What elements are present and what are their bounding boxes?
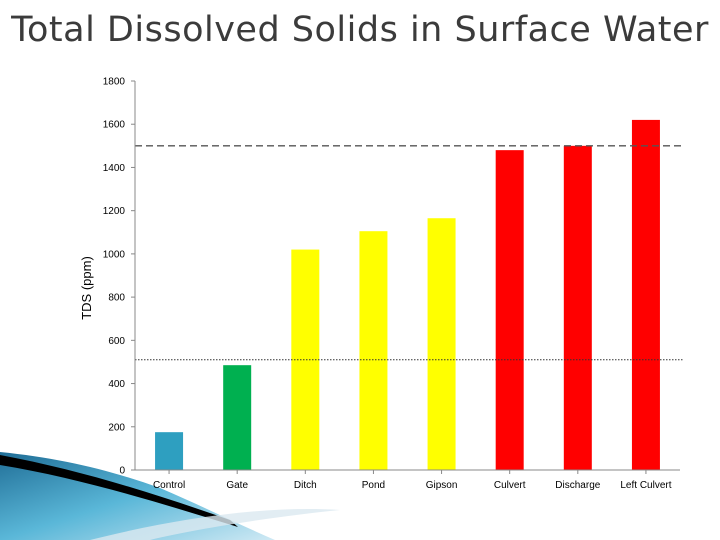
y-tick-label: 1600 (103, 120, 126, 131)
y-axis-title: TDS (ppm) (79, 256, 94, 320)
y-tick-label: 1000 (103, 249, 126, 260)
bar-control (155, 432, 184, 470)
y-tick-label: 800 (108, 293, 125, 304)
bar-left-culvert (631, 119, 660, 471)
x-category-label: Culvert (494, 480, 526, 491)
bar-gipson (427, 218, 456, 470)
bar-culvert (495, 150, 524, 470)
y-axis-ticks: 0 200 400 600 800 1000 1200 1400 1600 1800 (103, 77, 135, 477)
y-tick-label: 200 (108, 422, 125, 433)
bars (155, 119, 660, 471)
bar-pond (359, 231, 388, 470)
x-category-label: Control (153, 480, 185, 491)
y-tick-label: 600 (108, 336, 125, 347)
x-category-label: Pond (362, 480, 385, 491)
x-category-label: Gipson (426, 480, 458, 491)
x-category-label: Left Culvert (620, 480, 671, 491)
x-axis-labels: Control Gate Ditch Pond Gipson Culvert Dischar… (153, 470, 672, 491)
slide-title: Total Dissolved Solids in Surface Water (11, 10, 709, 50)
bar-ditch (291, 249, 320, 470)
y-tick-label: 0 (119, 466, 125, 477)
bar-gate (223, 365, 252, 470)
reference-lines (135, 145, 684, 361)
y-tick-label: 1800 (103, 77, 126, 88)
bar-discharge (563, 145, 592, 471)
x-category-label: Discharge (555, 480, 600, 491)
y-tick-label: 400 (108, 379, 125, 390)
x-category-label: Ditch (294, 480, 317, 491)
x-category-label: Gate (226, 480, 248, 491)
y-tick-label: 1200 (103, 206, 126, 217)
y-tick-label: 1400 (103, 163, 126, 174)
